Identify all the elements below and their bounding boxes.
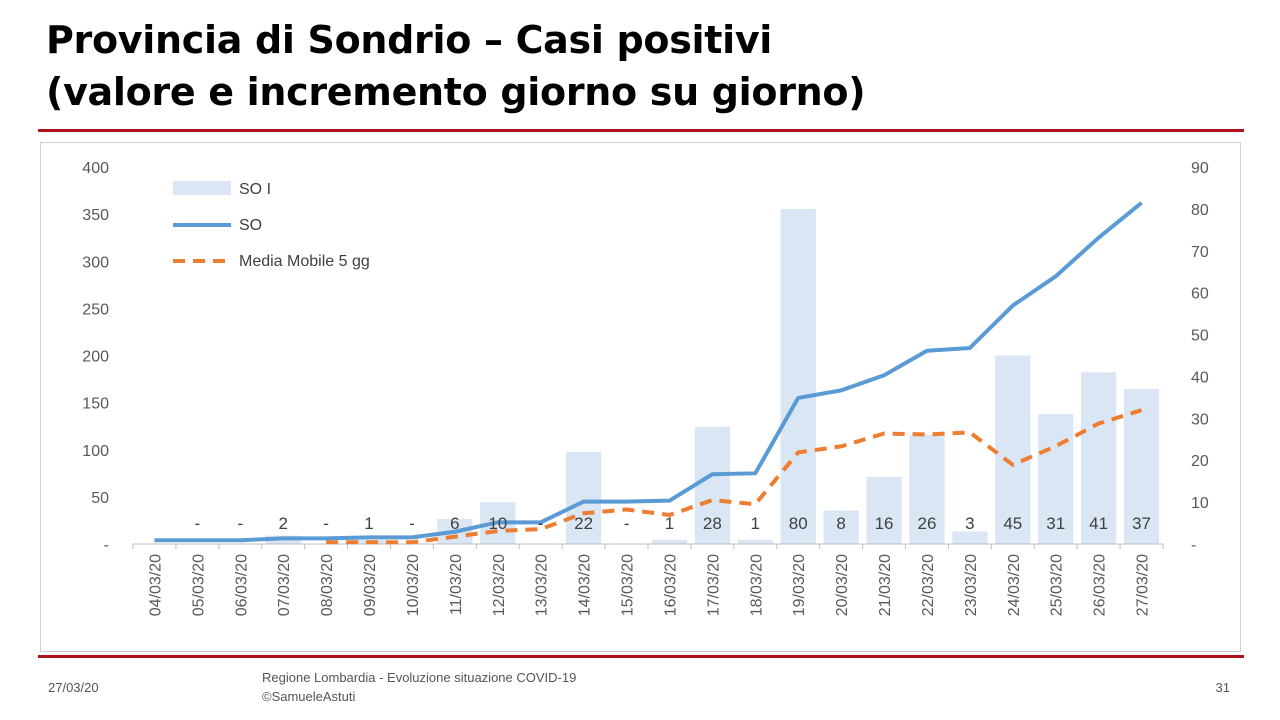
legend-label-bars: SO I <box>239 181 271 198</box>
x-tick-label: 06/03/20 <box>233 554 250 616</box>
bar-data-label: 1 <box>751 514 760 533</box>
bar-data-label: 80 <box>789 514 808 533</box>
x-tick-label: 27/03/20 <box>1135 554 1152 616</box>
y-right-tick-label: 10 <box>1191 495 1209 512</box>
y-left-tick-label: 350 <box>82 207 109 224</box>
footer-source-line1: Regione Lombardia - Evoluzione situazion… <box>262 670 577 685</box>
y-right-tick-label: - <box>1191 537 1196 554</box>
bar-data-label: 22 <box>574 514 593 533</box>
x-tick-label: 11/03/20 <box>448 554 465 615</box>
bar <box>566 451 602 544</box>
slide-title-line1: Provincia di Sondrio – Casi positivi <box>46 18 773 62</box>
bar-data-label: 16 <box>875 514 894 533</box>
x-tick-label: 19/03/20 <box>791 554 808 616</box>
bar <box>866 476 902 544</box>
bar <box>909 435 945 544</box>
x-tick-label: 20/03/20 <box>834 554 851 616</box>
y-left-tick-label: 200 <box>82 349 109 366</box>
y-right-tick-label: 30 <box>1191 411 1209 428</box>
bar-data-label: - <box>323 514 329 533</box>
bar-data-label: - <box>624 514 630 533</box>
so-line <box>154 201 1143 543</box>
x-tick-label: 24/03/20 <box>1006 554 1023 616</box>
y-left-tick-label: - <box>104 537 109 554</box>
bar-data-label: - <box>409 514 415 533</box>
title-divider <box>38 129 1244 132</box>
moving-average-line <box>326 408 1143 545</box>
x-tick-label: 15/03/20 <box>620 554 637 616</box>
bar-data-label: - <box>237 514 243 533</box>
bar-data-label: 6 <box>450 514 459 533</box>
chart-svg: - 50 100 150 200 250 300 350 400 - 10 20 30 40 50 60 70 8… <box>82 160 1209 616</box>
chart-frame: - 50 100 150 200 250 300 350 400 - 10 20 30 40 50 60 70 8… <box>40 142 1241 652</box>
footer-source: Regione Lombardia - Evoluzione situazion… <box>262 668 576 706</box>
bar-data-label: 8 <box>836 514 845 533</box>
bar-data-label: 1 <box>665 514 674 533</box>
bar-data-label: - <box>538 514 544 533</box>
x-tick-label: 10/03/20 <box>405 554 422 616</box>
legend-label-moving-average: Media Mobile 5 gg <box>239 253 370 270</box>
bar-data-label: 2 <box>278 514 287 533</box>
x-tick-label: 23/03/20 <box>963 554 980 616</box>
bar-data-label: 37 <box>1132 514 1151 533</box>
bar-data-label: 28 <box>703 514 722 533</box>
bar-data-label: 31 <box>1046 514 1065 533</box>
slide-title: Provincia di Sondrio – Casi positivi (va… <box>46 14 866 118</box>
bar <box>952 531 988 544</box>
bar-data-label: 3 <box>965 514 974 533</box>
y-left-tick-label: 50 <box>91 490 109 507</box>
bar <box>1123 389 1160 544</box>
y-right-tick-label: 20 <box>1191 453 1209 470</box>
x-tick-label: 14/03/20 <box>577 554 594 616</box>
legend-label-line: SO <box>239 217 262 234</box>
y-left-tick-label: 250 <box>82 301 109 318</box>
bar <box>780 208 816 544</box>
legend-swatch-bars <box>173 181 231 195</box>
footer-divider <box>38 655 1244 658</box>
x-tick-label: 21/03/20 <box>877 554 894 616</box>
bar <box>1038 414 1074 544</box>
x-tick-label: 26/03/20 <box>1092 554 1109 616</box>
x-tick-label: 13/03/20 <box>534 554 551 616</box>
slide-title-line2: (valore e incremento giorno su giorno) <box>46 70 866 114</box>
bar-data-label: 26 <box>917 514 936 533</box>
bar-data-label: - <box>195 514 201 533</box>
x-tick-label: 22/03/20 <box>920 554 937 616</box>
bar <box>823 510 859 544</box>
bar-data-label: 41 <box>1089 514 1108 533</box>
x-tick-label: 25/03/20 <box>1049 554 1066 616</box>
bar-data-label: 1 <box>364 514 373 533</box>
x-tick-label: 16/03/20 <box>662 554 679 616</box>
y-left-tick-label: 150 <box>82 396 109 413</box>
y-right-tick-label: 70 <box>1191 244 1209 261</box>
x-tick-label: 08/03/20 <box>319 554 336 616</box>
x-tick-label: 04/03/20 <box>147 554 164 616</box>
y-right-tick-label: 50 <box>1191 328 1209 345</box>
bar <box>651 539 688 544</box>
footer-source-line2: ©SamueleAstuti <box>262 689 356 704</box>
y-right-tick-label: 80 <box>1191 202 1209 219</box>
x-tick-label: 07/03/20 <box>276 554 293 616</box>
y-left-tick-label: 300 <box>82 254 109 271</box>
x-tick-label: 09/03/20 <box>362 554 379 616</box>
x-tick-label: 12/03/20 <box>491 554 508 616</box>
y-left-tick-label: 100 <box>82 443 109 460</box>
x-tick-label: 18/03/20 <box>748 554 765 616</box>
bar <box>995 355 1031 544</box>
bar <box>737 539 773 544</box>
bar-data-label: 10 <box>488 514 507 533</box>
bar <box>1081 372 1117 544</box>
bar <box>694 426 730 544</box>
y-left-tick-label: 400 <box>82 160 109 177</box>
x-tick-label: 17/03/20 <box>705 554 722 616</box>
y-right-tick-label: 90 <box>1191 160 1209 177</box>
footer-date: 27/03/20 <box>48 680 99 695</box>
x-tick-label: 05/03/20 <box>190 554 207 616</box>
y-right-tick-label: 40 <box>1191 369 1209 386</box>
page-number: 31 <box>1215 680 1230 695</box>
y-right-tick-label: 60 <box>1191 286 1209 303</box>
bar-data-label: 45 <box>1003 514 1022 533</box>
